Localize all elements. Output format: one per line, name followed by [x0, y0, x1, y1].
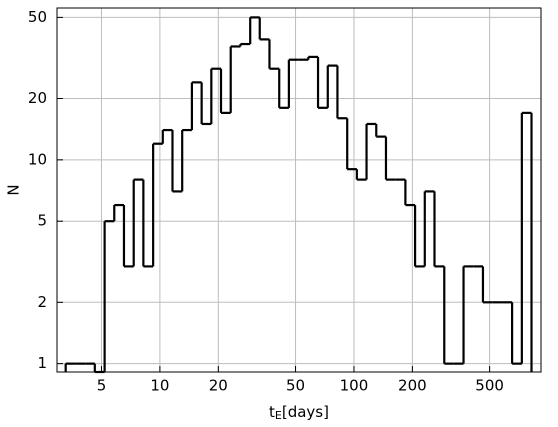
x-tick-label: 500: [475, 377, 504, 395]
x-label-sub: E: [275, 409, 282, 422]
x-label-unit: [days]: [282, 403, 329, 421]
x-label-main: t: [269, 403, 275, 421]
y-tick-label: 50: [28, 8, 47, 26]
plot-frame: [56, 7, 542, 373]
y-tick-label: 10: [28, 150, 47, 168]
x-tick-label: 10: [150, 377, 169, 395]
x-tick-label: 5: [97, 377, 107, 395]
x-tick-label: 200: [398, 377, 427, 395]
y-tick-label: 20: [28, 89, 47, 107]
y-axis-label: N: [5, 184, 23, 195]
x-axis-label: tE[days]: [269, 403, 329, 423]
x-tick-label: 50: [286, 377, 305, 395]
x-tick-label: 20: [209, 377, 228, 395]
y-tick-label: 2: [37, 293, 47, 311]
y-tick-label: 1: [37, 354, 47, 372]
y-tick-label: 5: [37, 212, 47, 230]
x-tick-label: 100: [340, 377, 369, 395]
